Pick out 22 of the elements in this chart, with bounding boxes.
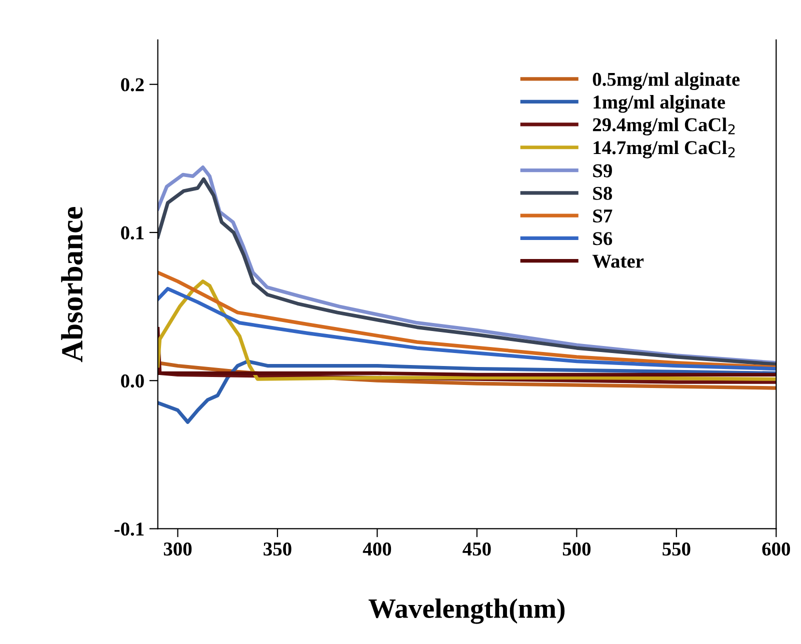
x-axis-title: Wavelength(nm) (368, 598, 565, 624)
legend-label: 1mg/ml alginate (594, 94, 726, 113)
legend-label: 14.7mg/ml CaCl$_{2}$ (594, 140, 735, 158)
y-tick-label: 0.2 (121, 78, 144, 92)
x-tick-label: 600 (762, 542, 790, 556)
legend-label: S7 (593, 209, 612, 223)
legend-label: 0.5mg/ml alginate (592, 72, 740, 90)
x-tick-label: 450 (462, 542, 491, 556)
y-tick-label: -0.1 (114, 522, 144, 536)
legend-label: S8 (593, 186, 612, 200)
y-tick-label: 0.0 (121, 374, 144, 388)
x-tick-label: 350 (264, 542, 292, 556)
x-tick-label: 400 (362, 542, 392, 556)
x-tick-label: 300 (164, 542, 192, 556)
legend-label: S9 (593, 164, 612, 178)
legend-label: 29.4mg/ml CaCl$_{2}$ (592, 118, 735, 136)
y-tick-label: 0.1 (121, 226, 144, 240)
legend-label: S6 (593, 232, 612, 246)
y-axis-title: Absorbance (61, 207, 83, 362)
legend-label: Water (592, 254, 644, 268)
x-tick-label: 500 (562, 542, 591, 556)
x-tick-label: 550 (662, 542, 690, 556)
